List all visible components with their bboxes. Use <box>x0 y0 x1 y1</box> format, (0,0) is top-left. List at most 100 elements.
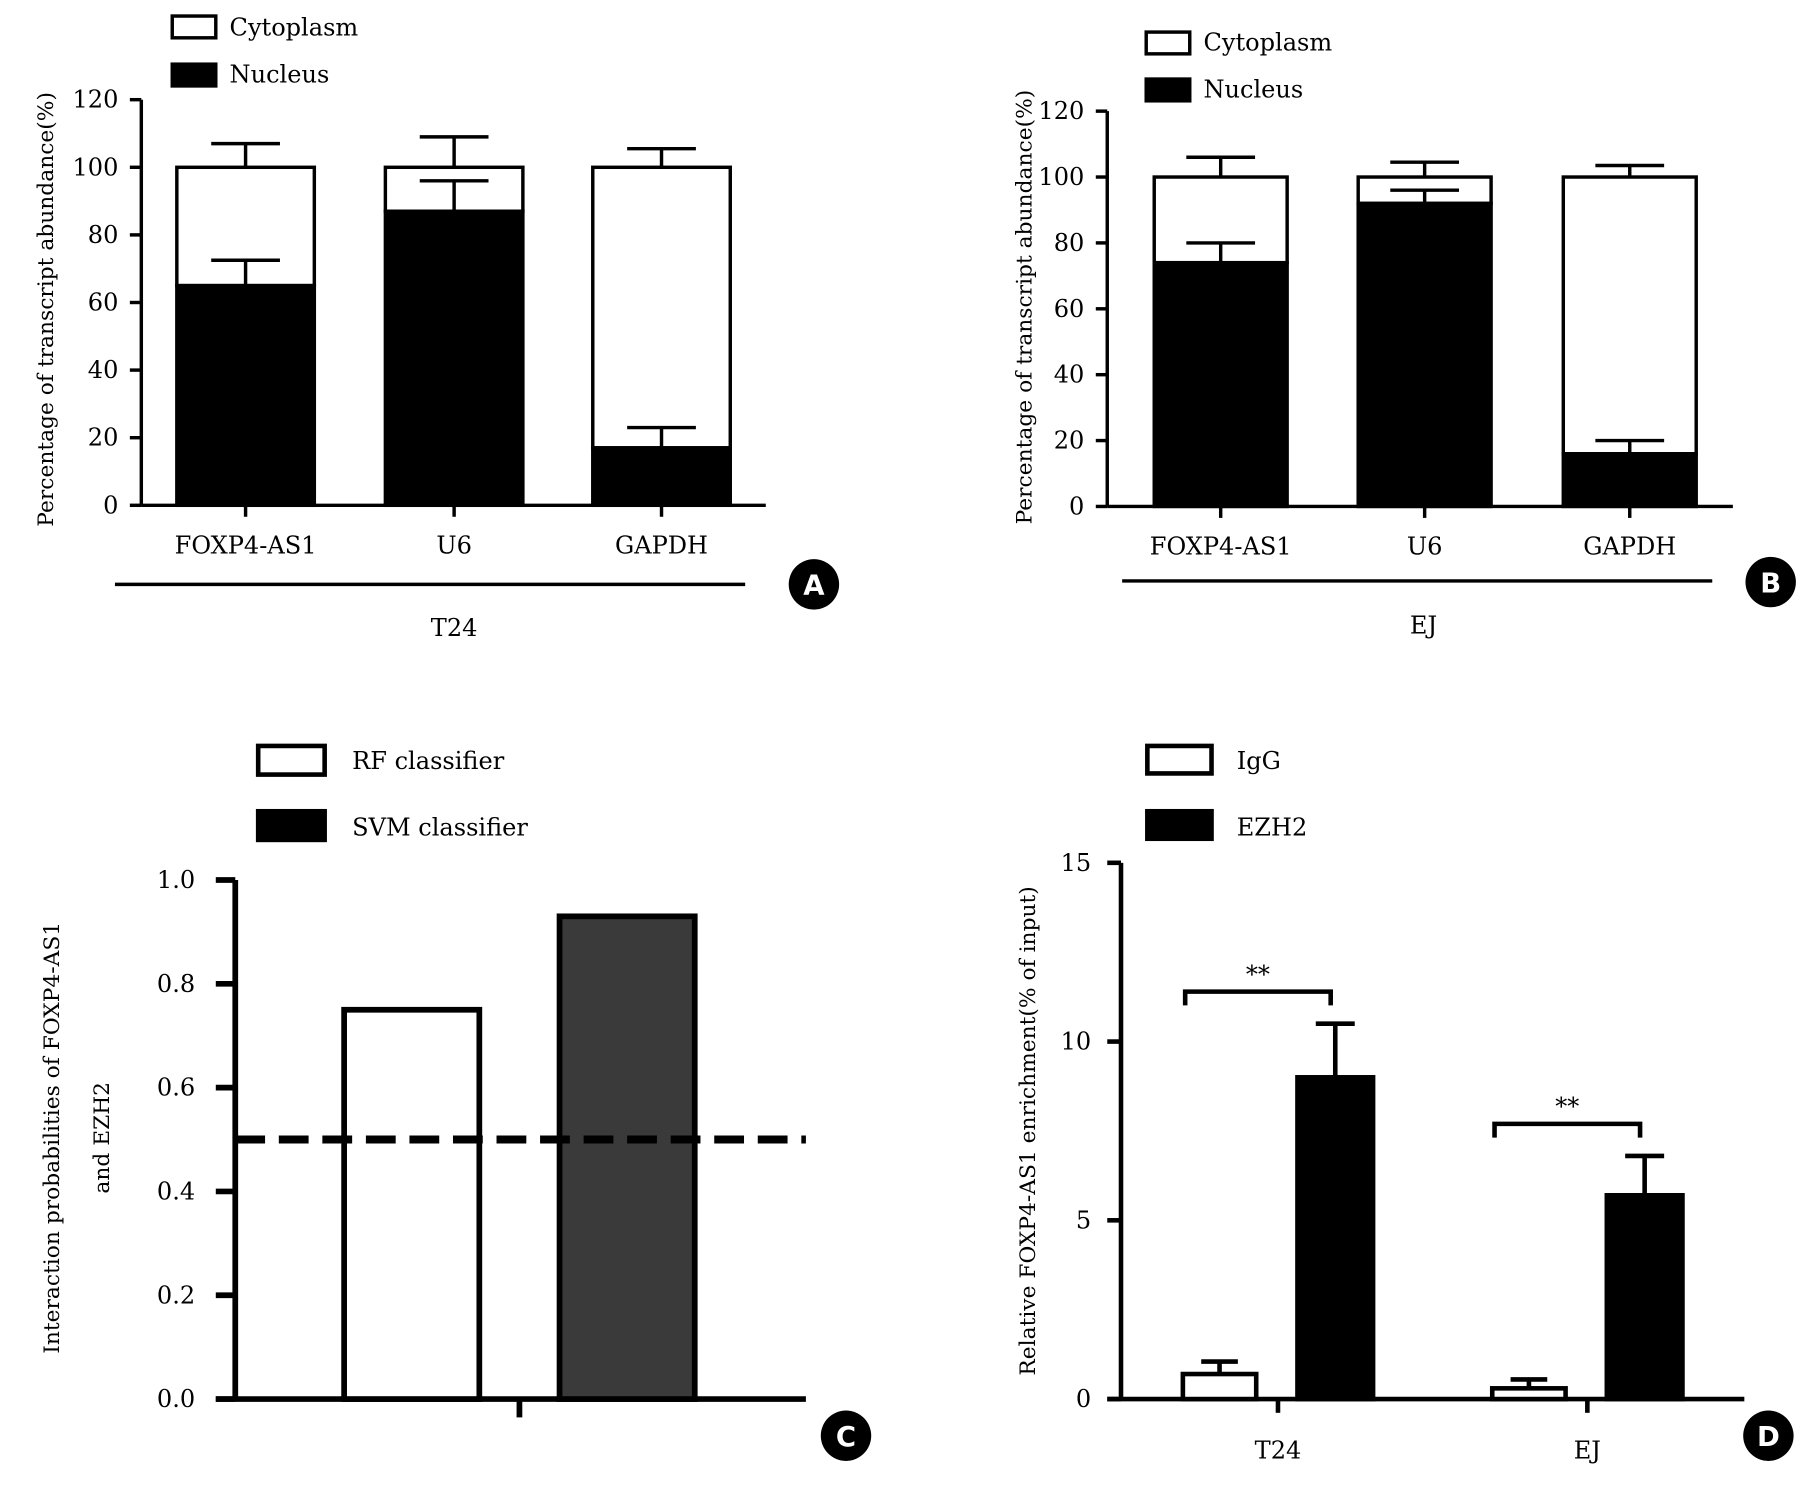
legend-label-nucleus: Nucleus <box>1204 75 1304 103</box>
legend-swatch-rf <box>255 743 327 777</box>
bar-segment-nucleus <box>175 283 317 508</box>
legend-swatch-svm <box>255 808 327 843</box>
y-tick-label: 10 <box>1061 1028 1092 1056</box>
y-tick-label: 0.2 <box>157 1281 195 1309</box>
group-label: T24 <box>431 614 478 642</box>
panel-badge-circle <box>788 559 840 610</box>
y-tick-label: 100 <box>1038 163 1084 191</box>
x-category-label: U6 <box>1407 533 1443 561</box>
panel-badge-circle <box>1745 556 1796 608</box>
panel-c-legend: RF classifier SVM classifier <box>255 743 528 843</box>
y-tick-label: 0.4 <box>157 1177 195 1205</box>
legend-swatch-cytoplasm <box>170 14 218 40</box>
y-ticks: 0 5 10 15 <box>1061 849 1121 1413</box>
y-tick-label: 0 <box>1076 1385 1091 1413</box>
y-tick-label: 60 <box>1054 295 1085 323</box>
bar-svm-classifier <box>556 913 698 1402</box>
panel-d-legend: IgG EZH2 <box>1145 743 1308 842</box>
panel-b-chart: Cytoplasm Nucleus Percentage of transcri… <box>1013 28 1796 640</box>
y-tick-label: 100 <box>72 153 118 181</box>
bars <box>1152 155 1698 509</box>
x-category-label: GAPDH <box>1583 533 1676 561</box>
bar-segment-cytoplasm <box>591 165 732 450</box>
significance-label: ** <box>1555 1093 1579 1121</box>
legend-label-igg: IgG <box>1237 747 1281 775</box>
legend-label-cytoplasm: Cytoplasm <box>1204 28 1333 56</box>
legend-label-ezh2: EZH2 <box>1237 813 1308 841</box>
panel-badge-circle <box>1743 1410 1794 1461</box>
x-categories: FOXP4-AS1 U6 GAPDH <box>175 505 708 559</box>
group-label: EJ <box>1410 612 1437 640</box>
x-category-label: U6 <box>436 531 472 559</box>
y-axis-title: Relative FOXP4-AS1 enrichment(% of input… <box>1016 886 1041 1375</box>
legend-swatch-ezh2 <box>1145 808 1214 842</box>
panel-a-badge: A <box>788 559 840 610</box>
legend-swatch-nucleus <box>170 62 218 88</box>
panel-c-badge: C <box>820 1410 872 1461</box>
y-ticks: 0 20 40 60 80 100 120 <box>1038 97 1108 520</box>
legend-swatch-igg <box>1145 743 1214 776</box>
y-tick-label: 80 <box>1054 229 1085 257</box>
significance-bracket <box>1182 989 1333 1006</box>
y-axis-title: Percentage of transcript abundance(%) <box>34 92 59 527</box>
y-tick-label: 40 <box>1054 361 1085 389</box>
panel-a-legend: Cytoplasm Nucleus <box>170 14 359 88</box>
significance-brackets: ** ** <box>1182 960 1643 1138</box>
panel-d-chart: IgG EZH2 Relative FOXP4-AS1 enrichment(%… <box>1016 743 1794 1465</box>
y-axis-title-line-2: and EZH2 <box>90 1082 115 1194</box>
bar-igg <box>1180 1371 1259 1402</box>
bar-rf-classifier <box>341 1006 483 1402</box>
y-ticks: 0 20 40 60 80 100 120 <box>72 86 142 519</box>
x-category-label: EJ <box>1574 1437 1601 1465</box>
bar-ezh2 <box>1604 1192 1685 1402</box>
bars <box>175 135 732 508</box>
panel-b-legend: Cytoplasm Nucleus <box>1144 28 1333 103</box>
legend-label-nucleus: Nucleus <box>230 60 330 88</box>
panel-a-chart: Cytoplasm Nucleus Percentage of transcri… <box>34 14 840 642</box>
x-categories: FOXP4-AS1 U6 GAPDH <box>1150 506 1676 561</box>
significance-bracket <box>1492 1121 1643 1138</box>
bar-segment-nucleus <box>1356 201 1493 509</box>
panel-badge-letter: D <box>1757 1421 1780 1453</box>
x-category-label: FOXP4-AS1 <box>1150 533 1292 561</box>
x-categories: T24 EJ <box>1255 1399 1601 1465</box>
y-tick-label: 0.8 <box>157 970 195 998</box>
x-category-label: T24 <box>1255 1437 1302 1465</box>
panel-badge-letter: C <box>836 1421 856 1453</box>
y-tick-label: 1.0 <box>157 866 195 894</box>
y-tick-label: 120 <box>1038 97 1084 125</box>
panel-c-chart: RF classifier SVM classifier Interaction… <box>40 743 872 1461</box>
panel-b-badge: B <box>1745 556 1796 608</box>
x-category-label: GAPDH <box>615 531 708 559</box>
y-tick-label: 80 <box>88 221 119 249</box>
bars <box>1180 1021 1685 1402</box>
bar-segment-nucleus <box>591 446 732 508</box>
legend-label-cytoplasm: Cytoplasm <box>230 14 359 42</box>
panel-badge-letter: A <box>803 570 825 602</box>
bar-segment-cytoplasm <box>1561 175 1698 456</box>
y-tick-label: 0.6 <box>157 1074 195 1102</box>
y-tick-label: 15 <box>1061 849 1092 877</box>
bar-segment-nucleus <box>1152 260 1289 509</box>
y-tick-label: 0 <box>103 491 118 519</box>
significance-label: ** <box>1246 960 1270 988</box>
legend-swatch-cytoplasm <box>1144 30 1192 56</box>
bar-igg <box>1489 1386 1568 1402</box>
y-tick-label: 0 <box>1069 492 1084 520</box>
legend-label-svm: SVM classifier <box>352 813 528 841</box>
x-category-label: FOXP4-AS1 <box>175 531 317 559</box>
y-tick-label: 60 <box>88 289 119 317</box>
legend-swatch-nucleus <box>1144 77 1192 103</box>
y-tick-label: 40 <box>88 356 119 384</box>
y-tick-label: 5 <box>1076 1206 1091 1234</box>
bar-ezh2 <box>1295 1075 1376 1402</box>
y-ticks: 0.0 0.2 0.4 0.6 0.8 1.0 <box>157 866 236 1413</box>
y-axis-title: Percentage of transcript abundance(%) <box>1013 90 1038 525</box>
bars <box>341 913 698 1402</box>
panel-d-badge: D <box>1743 1410 1794 1461</box>
y-tick-label: 120 <box>72 86 118 114</box>
y-tick-label: 20 <box>1054 427 1085 455</box>
panel-badge-letter: B <box>1760 567 1781 599</box>
